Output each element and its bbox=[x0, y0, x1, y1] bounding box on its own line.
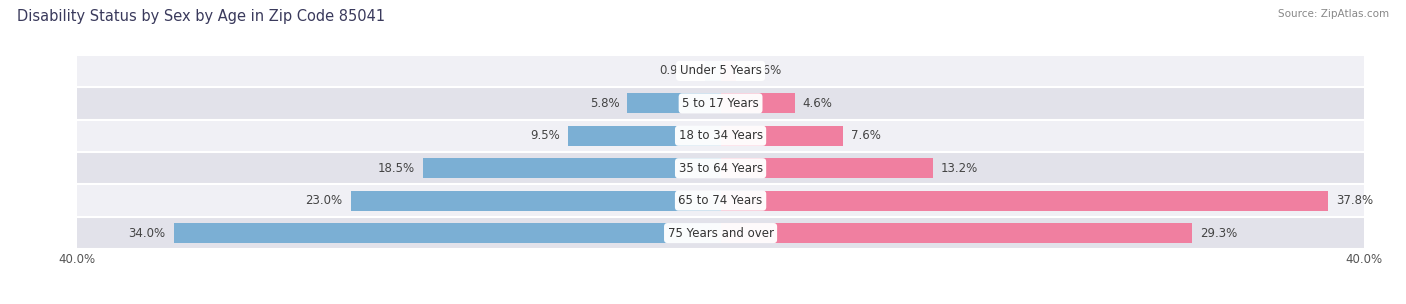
Bar bbox=[568, 126, 721, 146]
Text: Under 5 Years: Under 5 Years bbox=[679, 64, 762, 78]
Bar bbox=[704, 61, 721, 81]
Bar bbox=[77, 217, 1364, 249]
Bar bbox=[721, 61, 735, 81]
Text: 18 to 34 Years: 18 to 34 Years bbox=[679, 129, 762, 142]
Text: 34.0%: 34.0% bbox=[129, 226, 166, 240]
Bar bbox=[721, 126, 842, 146]
Bar bbox=[77, 119, 1364, 152]
Text: 23.0%: 23.0% bbox=[305, 194, 343, 207]
Bar bbox=[423, 158, 721, 178]
Text: 65 to 74 Years: 65 to 74 Years bbox=[679, 194, 762, 207]
Bar bbox=[174, 223, 721, 243]
Text: 29.3%: 29.3% bbox=[1199, 226, 1237, 240]
Text: Disability Status by Sex by Age in Zip Code 85041: Disability Status by Sex by Age in Zip C… bbox=[17, 9, 385, 24]
Text: 4.6%: 4.6% bbox=[803, 97, 832, 110]
Text: 0.98%: 0.98% bbox=[659, 64, 697, 78]
Bar bbox=[721, 93, 794, 113]
Bar bbox=[77, 185, 1364, 217]
Bar bbox=[721, 158, 932, 178]
Text: Source: ZipAtlas.com: Source: ZipAtlas.com bbox=[1278, 9, 1389, 19]
Text: 18.5%: 18.5% bbox=[378, 162, 415, 175]
Bar bbox=[627, 93, 721, 113]
Bar bbox=[77, 87, 1364, 119]
Bar bbox=[350, 191, 721, 211]
Bar bbox=[77, 55, 1364, 87]
Text: 37.8%: 37.8% bbox=[1337, 194, 1374, 207]
Bar bbox=[721, 223, 1192, 243]
Text: 5 to 17 Years: 5 to 17 Years bbox=[682, 97, 759, 110]
Text: 75 Years and over: 75 Years and over bbox=[668, 226, 773, 240]
Text: 0.96%: 0.96% bbox=[744, 64, 782, 78]
Text: 9.5%: 9.5% bbox=[530, 129, 560, 142]
Text: 35 to 64 Years: 35 to 64 Years bbox=[679, 162, 762, 175]
Text: 7.6%: 7.6% bbox=[851, 129, 880, 142]
Text: 13.2%: 13.2% bbox=[941, 162, 979, 175]
Bar bbox=[77, 152, 1364, 185]
Text: 5.8%: 5.8% bbox=[589, 97, 619, 110]
Bar bbox=[721, 191, 1329, 211]
